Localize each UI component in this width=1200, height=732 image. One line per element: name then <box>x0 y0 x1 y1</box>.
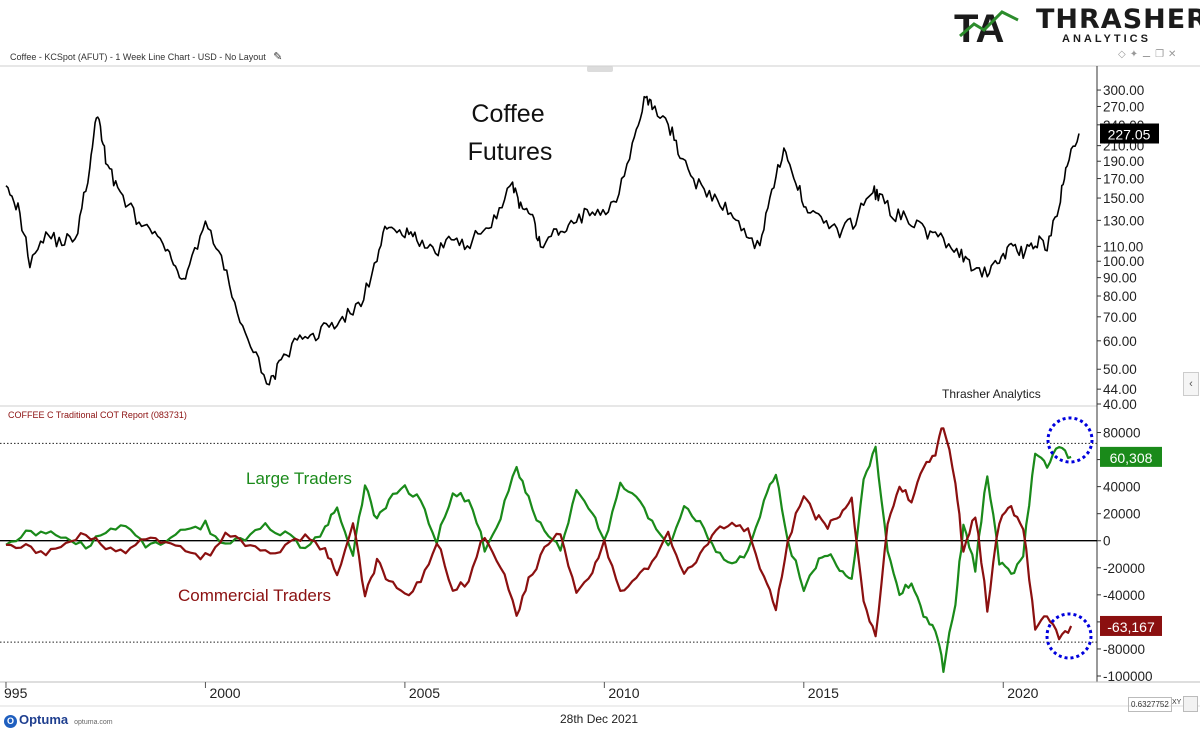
large-traders-line <box>5 445 1072 674</box>
price-tick-label: 50.00 <box>1103 362 1137 377</box>
thrasher-logo: TA THRASHER ANALYTICS <box>952 2 1200 48</box>
watermark-label: Thrasher Analytics <box>942 387 1041 401</box>
x-tick-label: 2015 <box>808 685 839 701</box>
commercial-traders-label: Commercial Traders <box>178 586 331 605</box>
optuma-brand[interactable]: O Optuma optuma.com <box>4 712 113 728</box>
price-tick-label: 270.00 <box>1103 99 1144 114</box>
large-traders-label: Large Traders <box>246 469 352 488</box>
price-tick-label: 130.00 <box>1103 213 1144 228</box>
zoom-mode-label: XY <box>1172 699 1182 706</box>
restore-icon[interactable]: ❐ <box>1155 49 1169 60</box>
optuma-logo-icon: O <box>4 715 17 728</box>
x-tick-label: 2000 <box>209 685 240 701</box>
large-traders-last-value-label: 60,308 <box>1110 450 1153 466</box>
annotation-circle-commercial <box>1045 612 1093 660</box>
cot-tick-label: 80000 <box>1103 426 1141 441</box>
price-line <box>5 95 1080 386</box>
annotation-circle-large <box>1046 416 1094 464</box>
price-title-line2: Futures <box>468 138 553 166</box>
footer-date: 28th Dec 2021 <box>560 712 639 726</box>
price-title-line1: Coffee <box>471 100 544 128</box>
cot-tick-label: -40000 <box>1103 588 1145 603</box>
x-axis: 995 2000 2005 2010 2015 2020 <box>4 682 1039 701</box>
logo-word: THRASHER <box>1036 4 1200 35</box>
price-tick-label: 300.00 <box>1103 83 1144 98</box>
large-traders-last-value-badge <box>1100 446 1162 467</box>
cot-tick-label: 20000 <box>1103 507 1141 522</box>
minimize-icon[interactable]: ⚊ <box>1142 49 1156 60</box>
ta-logo-mark: TA <box>954 7 1019 48</box>
commercial-traders-last-value-label: -63,167 <box>1107 619 1155 635</box>
cot-pane: COFFEE C Traditional COT Report (083731)… <box>0 410 1162 684</box>
x-tick-label: 2020 <box>1007 685 1038 701</box>
cot-tick-label: 0 <box>1103 534 1111 549</box>
price-tick-label: 90.00 <box>1103 271 1137 286</box>
price-tick-label: 70.00 <box>1103 310 1137 325</box>
price-tick-label: 170.00 <box>1103 172 1144 187</box>
optuma-name: Optuma <box>19 712 69 727</box>
logo-trend-icon <box>959 10 1019 38</box>
diamond-icon[interactable]: ◇ <box>1118 49 1130 60</box>
zoom-input[interactable]: 0.6327752 <box>1128 697 1172 712</box>
price-tick-label: 190.00 <box>1103 154 1144 169</box>
cot-title: COFFEE C Traditional COT Report (083731) <box>8 410 187 420</box>
chart-title: Coffee - KCSpot (AFUT) - 1 Week Line Cha… <box>10 52 266 62</box>
x-tick-label: 995 <box>4 685 28 701</box>
commercial-traders-last-value-badge <box>1100 615 1162 636</box>
pin-icon[interactable]: ✦ <box>1129 49 1143 60</box>
price-tick-label: 100.00 <box>1103 254 1144 269</box>
price-tick-label: 44.00 <box>1103 382 1137 397</box>
logo-sub: ANALYTICS <box>1062 33 1151 45</box>
commercial-traders-line <box>5 427 1073 641</box>
price-last-value-badge <box>1100 123 1159 144</box>
x-tick-label: 2010 <box>608 685 639 701</box>
price-tick-label: 110.00 <box>1103 239 1143 254</box>
price-tick-label: 80.00 <box>1103 289 1137 304</box>
cot-tick-label: 40000 <box>1103 480 1141 495</box>
pencil-icon[interactable]: ✎ <box>273 51 283 63</box>
price-last-value-label: 227.05 <box>1108 127 1151 143</box>
x-tick-label: 2005 <box>409 685 440 701</box>
cot-tick-label: -100000 <box>1103 669 1153 684</box>
chart-header: Coffee - KCSpot (AFUT) - 1 Week Line Cha… <box>10 50 283 63</box>
pane-resize-handle[interactable] <box>587 66 613 72</box>
optuma-url: optuma.com <box>74 719 113 726</box>
cot-tick-label: -20000 <box>1103 561 1145 576</box>
close-icon[interactable]: ✕ <box>1168 49 1181 60</box>
price-tick-label: 40.00 <box>1103 397 1137 412</box>
price-tick-label: 150.00 <box>1103 191 1144 206</box>
price-tick-label: 60.00 <box>1103 334 1137 349</box>
collapse-sidebar-icon[interactable]: ‹ <box>1183 372 1199 396</box>
cot-tick-label: -80000 <box>1103 642 1145 657</box>
zoom-button[interactable] <box>1183 696 1198 712</box>
window-tools: ◇✦⚊❐✕ <box>1118 49 1180 60</box>
price-pane: 300.00270.00240.00210.00190.00170.00150.… <box>5 83 1159 412</box>
